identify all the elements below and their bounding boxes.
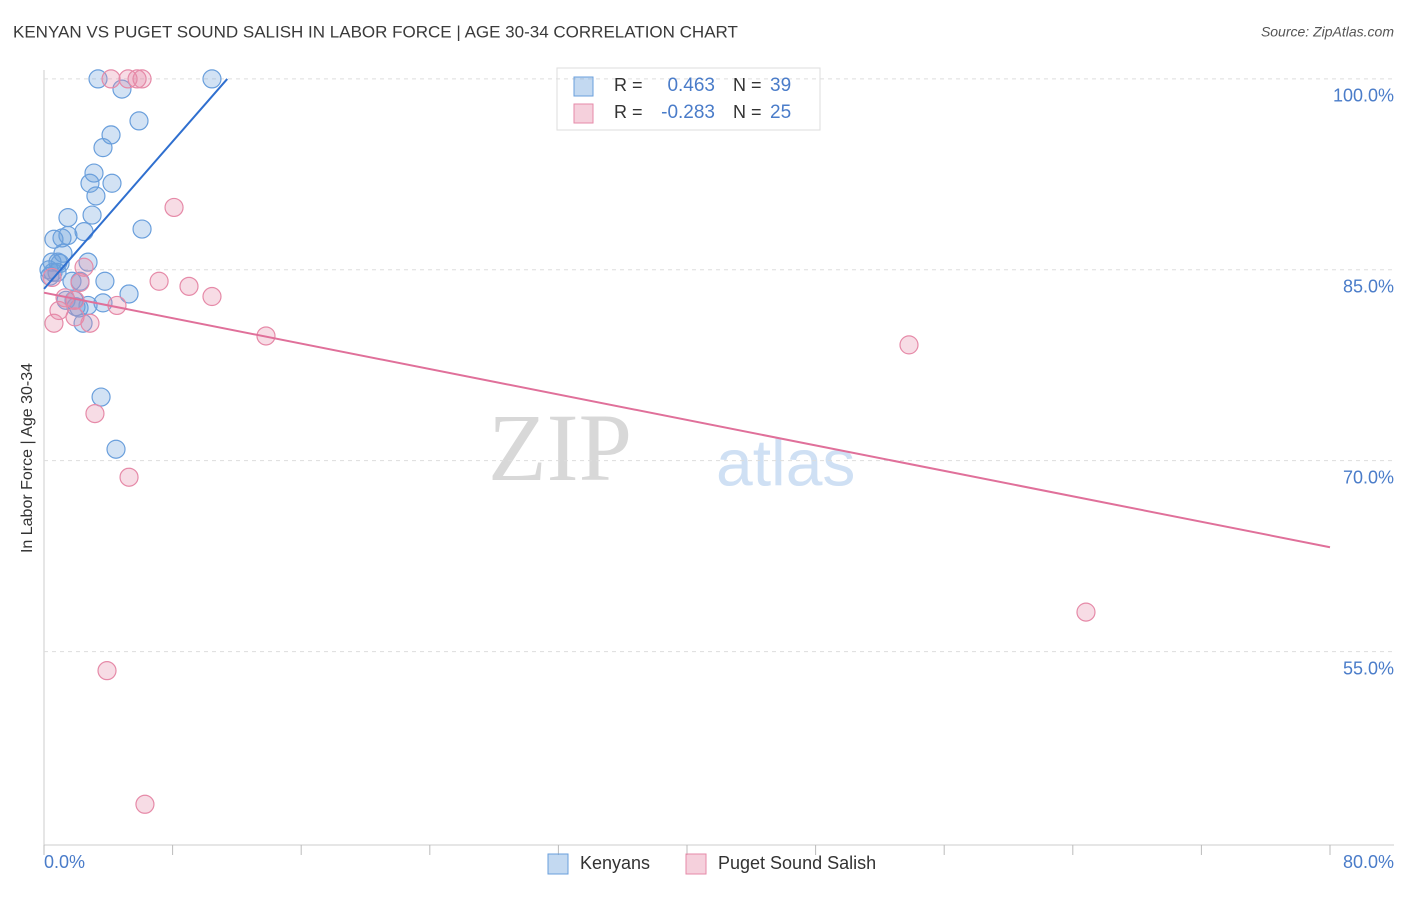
- trend-line: [43, 291, 1331, 549]
- point: [74, 257, 94, 277]
- point: [70, 272, 90, 293]
- source: Source: ZipAtlas.com: [1261, 24, 1394, 40]
- x-tick-label: 0.0%: [44, 852, 85, 872]
- legend-swatch: [573, 103, 594, 124]
- legend-r-label: R =: [614, 102, 643, 122]
- point: [91, 387, 111, 407]
- point: [86, 186, 106, 206]
- legend-n-value: 39: [770, 75, 791, 96]
- point: [202, 286, 222, 307]
- point: [132, 69, 152, 89]
- point: [132, 219, 152, 239]
- legend-n-label: N =: [733, 102, 762, 122]
- legend-n-label: N =: [733, 75, 762, 95]
- point: [202, 69, 222, 89]
- watermark: ZIP: [488, 394, 632, 501]
- point: [80, 313, 100, 333]
- point: [127, 69, 147, 89]
- legend-r-value: -0.283: [661, 102, 715, 123]
- legend-r-value: 0.463: [667, 75, 715, 96]
- y-tick-label: 85.0%: [1343, 277, 1394, 297]
- watermark: atlas: [716, 425, 855, 499]
- point: [44, 313, 64, 333]
- point: [119, 284, 139, 304]
- point: [179, 276, 199, 296]
- legend-label: Puget Sound Salish: [718, 853, 876, 873]
- point: [95, 271, 115, 291]
- point: [58, 225, 78, 246]
- y-tick-label: 70.0%: [1343, 467, 1394, 487]
- legend-swatch: [685, 853, 707, 875]
- legend-r-label: R =: [614, 75, 643, 95]
- point: [164, 197, 184, 218]
- trend-line: [43, 78, 229, 290]
- point: [102, 173, 122, 193]
- point: [149, 271, 169, 291]
- point: [62, 271, 82, 291]
- point: [93, 138, 113, 158]
- point: [106, 439, 126, 459]
- point: [42, 267, 62, 288]
- legend-label: Kenyans: [580, 853, 650, 873]
- legend-n-value: 25: [770, 102, 791, 123]
- point: [119, 467, 139, 487]
- point: [82, 205, 102, 225]
- point: [85, 403, 105, 424]
- y-tick-label: 55.0%: [1343, 658, 1394, 678]
- point: [97, 661, 117, 681]
- x-tick-label: 80.0%: [1343, 852, 1394, 872]
- point: [84, 163, 104, 183]
- point: [80, 173, 100, 193]
- point: [129, 111, 149, 131]
- point: [74, 222, 94, 242]
- point: [42, 252, 62, 272]
- point: [899, 335, 919, 355]
- point: [135, 794, 155, 814]
- legend-swatch: [573, 76, 594, 97]
- y-axis-label: In Labor Force | Age 30-34: [19, 363, 36, 553]
- chart-title: KENYAN VS PUGET SOUND SALISH IN LABOR FO…: [13, 22, 738, 41]
- legend-box: [556, 67, 821, 131]
- point: [101, 69, 121, 89]
- y-tick-label: 100.0%: [1333, 86, 1394, 106]
- point: [58, 208, 78, 228]
- point: [1076, 602, 1096, 622]
- point: [88, 69, 108, 89]
- legend-swatch: [547, 853, 569, 875]
